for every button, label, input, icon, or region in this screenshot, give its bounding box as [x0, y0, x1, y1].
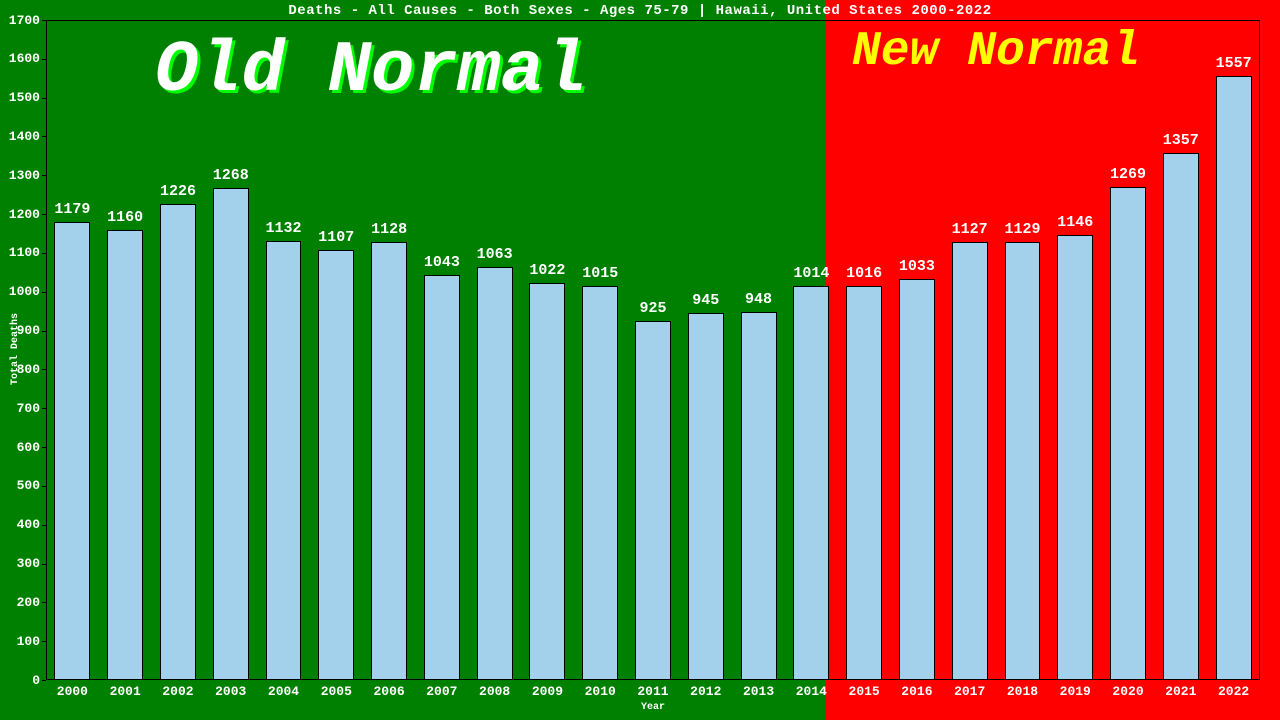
x-tick-label: 2022 [1207, 684, 1260, 699]
chart-stage: Deaths - All Causes - Both Sexes - Ages … [0, 0, 1280, 720]
y-tick-label: 200 [0, 595, 40, 610]
y-tick-label: 300 [0, 556, 40, 571]
x-tick-label: 2010 [574, 684, 627, 699]
x-tick-label: 2002 [152, 684, 205, 699]
x-tick-label: 2005 [310, 684, 363, 699]
x-tick-label: 2020 [1102, 684, 1155, 699]
x-tick-label: 2011 [627, 684, 680, 699]
x-tick-label: 2019 [1049, 684, 1102, 699]
x-axis-label: Year [641, 702, 665, 713]
x-tick-label: 2017 [943, 684, 996, 699]
x-tick-label: 2015 [838, 684, 891, 699]
y-tick-label: 400 [0, 517, 40, 532]
y-tick-label: 0 [0, 673, 40, 688]
y-tick-label: 700 [0, 401, 40, 416]
x-tick-label: 2006 [363, 684, 416, 699]
plot-border [46, 20, 1260, 680]
x-tick-label: 2001 [99, 684, 152, 699]
y-tick-label: 1700 [0, 13, 40, 28]
y-tick-label: 500 [0, 478, 40, 493]
x-tick-label: 2009 [521, 684, 574, 699]
x-tick-label: 2021 [1154, 684, 1207, 699]
x-tick-label: 2013 [732, 684, 785, 699]
y-tick-label: 1300 [0, 168, 40, 183]
y-tick-label: 800 [0, 362, 40, 377]
x-tick-label: 2012 [679, 684, 732, 699]
x-tick-label: 2014 [785, 684, 838, 699]
y-tick-label: 100 [0, 634, 40, 649]
y-tick-label: 1600 [0, 51, 40, 66]
x-tick-label: 2007 [415, 684, 468, 699]
y-tick-label: 900 [0, 323, 40, 338]
y-tick-label: 1500 [0, 90, 40, 105]
y-tick-label: 1200 [0, 207, 40, 222]
x-tick-label: 2003 [204, 684, 257, 699]
x-tick-label: 2016 [891, 684, 944, 699]
x-tick-label: 2000 [46, 684, 99, 699]
chart-title: Deaths - All Causes - Both Sexes - Ages … [0, 3, 1280, 19]
x-tick-label: 2008 [468, 684, 521, 699]
y-tick-mark [42, 680, 46, 681]
x-tick-label: 2004 [257, 684, 310, 699]
y-tick-label: 1000 [0, 284, 40, 299]
y-tick-label: 1100 [0, 245, 40, 260]
y-tick-label: 1400 [0, 129, 40, 144]
y-tick-label: 600 [0, 440, 40, 455]
x-tick-label: 2018 [996, 684, 1049, 699]
